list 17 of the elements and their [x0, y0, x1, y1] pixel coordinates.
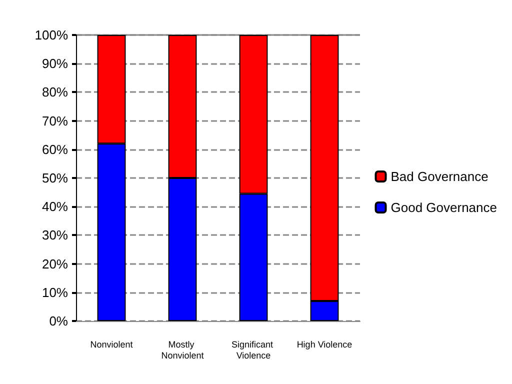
- y-tick-label: 80%: [42, 84, 68, 100]
- y-tick-label: 20%: [42, 256, 68, 272]
- y-tick-label: 10%: [42, 284, 68, 300]
- x-tick-label: Nonviolent: [90, 340, 134, 350]
- y-tick-label: 70%: [42, 113, 68, 128]
- y-tick-label: 60%: [42, 142, 68, 157]
- x-tick-label: High Violence: [296, 340, 352, 350]
- x-tick-label: Mostly Nonviolent: [161, 340, 204, 360]
- y-tick-label: 50%: [42, 170, 68, 186]
- y-tick-label: 0%: [49, 314, 68, 328]
- y-tick-label: 90%: [42, 56, 68, 72]
- y-tick-label: 100%: [34, 28, 68, 42]
- legend-label: Bad Governance: [390, 169, 488, 184]
- x-tick-label: Significant Violence: [231, 340, 276, 360]
- y-tick-label: 40%: [42, 199, 68, 214]
- legend-label: Good Governance: [390, 200, 497, 215]
- y-tick-label: 30%: [42, 228, 68, 243]
